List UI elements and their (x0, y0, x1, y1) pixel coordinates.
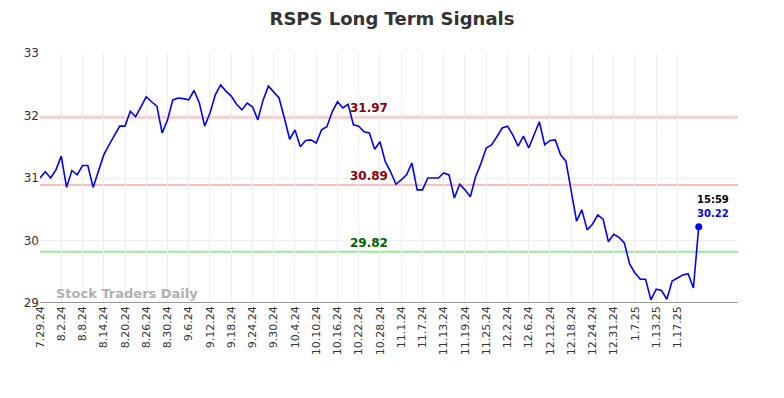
svg-text:11.25.24: 11.25.24 (480, 306, 493, 355)
svg-text:9.6.24: 9.6.24 (182, 306, 195, 341)
svg-text:11.19.24: 11.19.24 (459, 306, 472, 355)
svg-text:RSPS Long Term Signals: RSPS Long Term Signals (270, 8, 515, 29)
svg-text:8.8.24: 8.8.24 (76, 306, 89, 341)
svg-text:30: 30 (24, 234, 39, 248)
svg-text:12.2.24: 12.2.24 (501, 306, 514, 348)
svg-text:12.18.24: 12.18.24 (565, 306, 578, 355)
svg-text:29.82: 29.82 (350, 236, 388, 250)
svg-text:8.26.24: 8.26.24 (140, 306, 153, 348)
svg-text:9.12.24: 9.12.24 (204, 306, 217, 348)
svg-text:8.2.24: 8.2.24 (55, 306, 68, 341)
svg-text:9.30.24: 9.30.24 (267, 306, 280, 348)
svg-text:10.28.24: 10.28.24 (374, 306, 387, 355)
svg-text:12.24.24: 12.24.24 (586, 306, 599, 355)
svg-text:15:59: 15:59 (697, 194, 729, 205)
svg-text:10.10.24: 10.10.24 (310, 306, 323, 355)
svg-text:8.14.24: 8.14.24 (97, 306, 110, 348)
svg-text:31: 31 (24, 171, 39, 185)
svg-text:8.30.24: 8.30.24 (161, 306, 174, 348)
svg-text:12.12.24: 12.12.24 (544, 306, 557, 355)
svg-text:30.22: 30.22 (697, 208, 729, 219)
svg-text:31.97: 31.97 (350, 101, 388, 115)
svg-text:9.24.24: 9.24.24 (246, 306, 259, 348)
svg-text:Stock Traders Daily: Stock Traders Daily (56, 286, 198, 301)
svg-text:1.7.25: 1.7.25 (629, 306, 642, 341)
svg-text:12.6.24: 12.6.24 (522, 306, 535, 348)
svg-text:12.31.24: 12.31.24 (607, 306, 620, 355)
svg-text:11.13.24: 11.13.24 (437, 306, 450, 355)
svg-text:10.4.24: 10.4.24 (289, 306, 302, 348)
svg-text:11.7.24: 11.7.24 (416, 306, 429, 348)
svg-text:7.29.24: 7.29.24 (34, 306, 47, 348)
svg-text:9.18.24: 9.18.24 (225, 306, 238, 348)
svg-text:8.20.24: 8.20.24 (119, 306, 132, 348)
svg-text:1.17.25: 1.17.25 (671, 306, 684, 348)
svg-text:10.22.24: 10.22.24 (352, 306, 365, 355)
svg-text:33: 33 (24, 46, 39, 60)
svg-text:32: 32 (24, 109, 39, 123)
svg-text:29: 29 (24, 296, 39, 310)
svg-text:10.16.24: 10.16.24 (331, 306, 344, 355)
svg-text:11.1.24: 11.1.24 (395, 306, 408, 348)
svg-text:1.13.25: 1.13.25 (650, 306, 663, 348)
svg-text:30.89: 30.89 (350, 169, 388, 183)
